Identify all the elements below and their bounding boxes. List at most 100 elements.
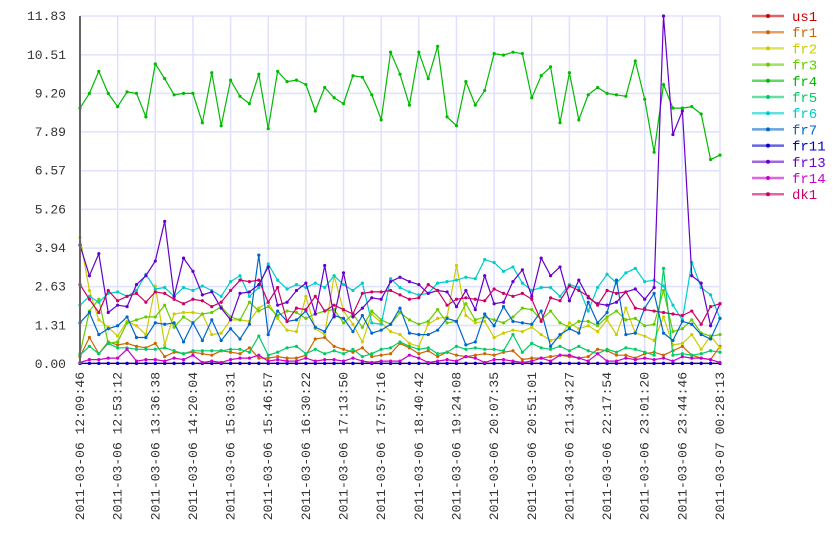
- data-point-fr14: [304, 356, 308, 360]
- data-point-fr1: [200, 352, 204, 356]
- data-point-fr11: [163, 361, 167, 366]
- data-point-fr13: [228, 318, 233, 322]
- data-point-fr5: [351, 347, 355, 351]
- series-fr14: [78, 347, 722, 365]
- data-point-fr14: [106, 356, 110, 360]
- data-point-fr5: [294, 344, 299, 348]
- data-point-fr13: [181, 256, 186, 260]
- data-point-fr11: [445, 361, 449, 366]
- data-point-dk1: [172, 297, 176, 301]
- data-point-fr13: [341, 271, 346, 275]
- data-point-dk1: [577, 288, 581, 293]
- data-point-fr2: [285, 328, 289, 332]
- data-point-fr2: [134, 324, 139, 328]
- data-point-fr3: [294, 310, 299, 315]
- data-point-fr2: [294, 330, 299, 334]
- data-point-fr13: [445, 290, 449, 294]
- data-point-fr4: [276, 69, 280, 73]
- data-point-fr1: [548, 355, 553, 359]
- data-point-fr5: [501, 349, 506, 353]
- data-point-fr11: [624, 361, 628, 366]
- legend-item-fr6: fr6: [752, 107, 817, 123]
- data-point-fr1: [238, 352, 242, 356]
- y-tick-label: 9.20: [35, 86, 66, 101]
- legend-marker: [766, 176, 770, 180]
- data-point-fr11: [596, 361, 600, 366]
- data-point-fr14: [181, 357, 186, 362]
- data-point-dk1: [539, 319, 543, 323]
- data-point-fr4: [106, 91, 110, 95]
- data-point-fr14: [464, 355, 468, 359]
- data-point-fr7: [530, 322, 534, 326]
- data-point-dk1: [388, 288, 393, 293]
- legend-label: fr3: [792, 59, 817, 75]
- data-point-dk1: [511, 294, 515, 298]
- data-point-fr13: [426, 291, 430, 295]
- data-point-fr11: [153, 361, 157, 366]
- data-point-fr11: [548, 361, 553, 366]
- data-point-fr11: [567, 361, 572, 366]
- data-point-fr6: [116, 290, 120, 294]
- data-point-dk1: [671, 312, 675, 316]
- data-point-fr3: [652, 322, 656, 326]
- data-point-fr5: [247, 350, 252, 354]
- data-point-fr2: [643, 334, 647, 338]
- data-point-fr11: [492, 361, 496, 366]
- data-point-dk1: [558, 299, 562, 303]
- legend-label: us1: [792, 10, 817, 26]
- data-point-fr2: [351, 322, 355, 326]
- data-point-fr1: [360, 346, 364, 350]
- data-point-fr13: [116, 303, 120, 307]
- data-point-fr11: [464, 361, 468, 366]
- data-point-fr5: [87, 344, 92, 348]
- data-point-fr2: [558, 335, 562, 340]
- data-point-fr11: [285, 361, 289, 366]
- data-point-fr5: [370, 352, 374, 356]
- data-point-fr5: [388, 346, 393, 350]
- data-point-fr3: [624, 318, 628, 322]
- data-point-fr11: [530, 361, 534, 366]
- y-tick-label: 0.00: [35, 357, 66, 372]
- data-point-fr13: [539, 256, 543, 260]
- data-point-fr7: [163, 322, 167, 326]
- data-point-fr3: [370, 309, 374, 313]
- data-point-fr14: [87, 357, 92, 362]
- data-point-fr11: [417, 361, 421, 366]
- data-point-fr5: [210, 349, 214, 353]
- data-point-fr3: [718, 332, 722, 337]
- data-point-fr14: [116, 356, 120, 360]
- data-point-fr13: [407, 280, 412, 284]
- data-point-fr1: [454, 353, 459, 357]
- data-point-fr2: [718, 346, 722, 350]
- data-point-fr3: [285, 309, 289, 313]
- data-point-dk1: [483, 299, 487, 303]
- data-point-fr1: [511, 349, 515, 353]
- data-point-dk1: [219, 300, 223, 304]
- data-point-fr3: [671, 330, 675, 334]
- legend-item-fr7: fr7: [752, 123, 817, 139]
- data-point-dk1: [163, 291, 167, 295]
- data-point-fr1: [680, 344, 684, 348]
- data-point-fr6: [464, 275, 468, 279]
- data-point-fr13: [690, 274, 694, 278]
- data-point-fr4: [370, 93, 374, 97]
- data-point-fr11: [388, 361, 393, 366]
- data-point-fr1: [153, 341, 157, 346]
- data-point-fr7: [680, 319, 684, 323]
- data-point-fr13: [332, 315, 336, 319]
- data-point-dk1: [643, 307, 647, 312]
- data-point-fr5: [304, 352, 308, 356]
- y-axis-ticks: 0.00 1.31 2.63 3.94 5.26 6.57 7.89 9.20 10.51 11.…: [27, 9, 66, 372]
- legend-item-fr2: fr2: [752, 42, 817, 58]
- data-point-fr14: [398, 359, 402, 363]
- data-point-fr11: [671, 361, 675, 366]
- data-point-fr11: [379, 361, 383, 366]
- data-point-fr7: [445, 316, 449, 321]
- data-point-fr5: [436, 352, 440, 356]
- data-point-fr3: [134, 318, 139, 322]
- data-point-fr3: [511, 315, 515, 319]
- legend-marker: [766, 111, 770, 116]
- data-point-fr13: [417, 282, 421, 287]
- data-point-fr2: [323, 332, 327, 337]
- data-point-fr7: [172, 321, 176, 325]
